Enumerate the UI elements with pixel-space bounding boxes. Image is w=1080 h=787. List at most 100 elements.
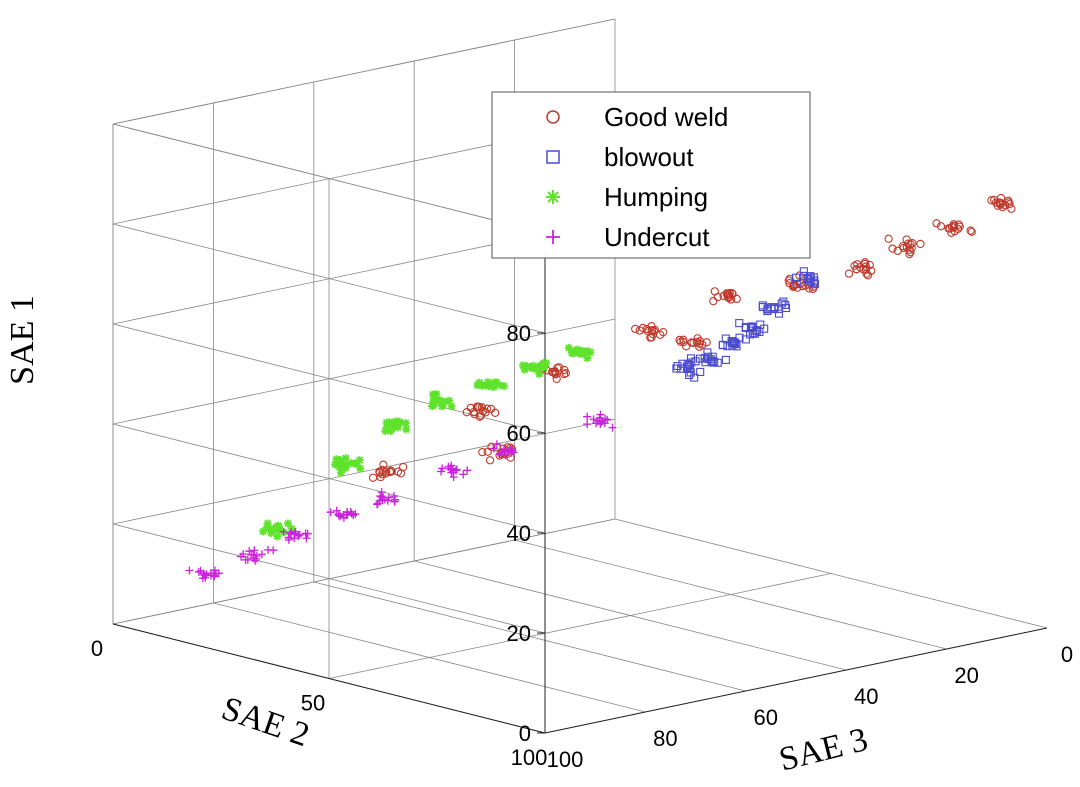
data-point-humping (438, 402, 447, 411)
data-point-good-weld (967, 227, 976, 237)
legend-item-blowout: blowout (546, 142, 694, 172)
data-point-humping (395, 417, 404, 426)
data-point-good-weld (682, 342, 691, 351)
y-tick-label: 20 (954, 663, 978, 688)
data-point-humping (338, 464, 347, 473)
data-point-undercut (608, 423, 617, 432)
axis-line-sae2 (112, 623, 546, 734)
data-point-good-weld (850, 261, 859, 270)
data-point-good-weld (648, 330, 658, 339)
z-tick-label: 80 (507, 321, 531, 346)
legend-item-good-weld: Good weld (546, 102, 728, 132)
data-point-undercut (241, 555, 250, 564)
data-point-blowout (703, 352, 713, 361)
data-point-blowout (701, 358, 710, 367)
data-point-humping (350, 459, 359, 468)
data-point-humping (270, 526, 279, 535)
data-point-humping (389, 418, 398, 427)
data-point-undercut (301, 529, 310, 538)
legend-label: blowout (604, 142, 694, 172)
data-point-good-weld (916, 239, 925, 249)
data-point-good-weld (475, 402, 484, 412)
data-point-good-weld (659, 328, 668, 337)
data-point-undercut (447, 468, 456, 477)
data-point-undercut (373, 499, 382, 508)
data-point-blowout (710, 357, 719, 366)
data-point-humping (335, 456, 344, 465)
data-point-undercut (252, 551, 261, 560)
data-point-undercut (380, 495, 389, 504)
back-wall-gridline (112, 418, 616, 525)
data-point-humping (283, 519, 292, 528)
y-tick-label: 60 (754, 705, 778, 730)
axis-line-sae3 (544, 627, 1048, 734)
data-point-undercut (390, 495, 399, 504)
data-point-humping (382, 423, 391, 432)
y-tick-label: 100 (547, 747, 584, 772)
data-point-good-weld (476, 411, 485, 420)
data-point-good-weld (475, 412, 484, 421)
data-point-humping (432, 390, 441, 399)
data-point-undercut (326, 508, 335, 517)
data-point-humping (564, 343, 573, 352)
legend-marker-plus (546, 230, 560, 244)
data-point-good-weld (987, 196, 996, 205)
legend-box (491, 91, 811, 259)
data-point-humping (273, 521, 282, 530)
data-point-humping (267, 529, 276, 538)
data-point-humping (529, 361, 538, 370)
data-point-blowout (741, 323, 751, 332)
data-point-good-weld (470, 410, 479, 419)
data-point-blowout (721, 355, 730, 364)
data-point-humping (532, 365, 541, 374)
data-point-blowout (755, 327, 764, 337)
data-point-good-weld (555, 363, 564, 372)
data-point-humping (431, 396, 440, 405)
data-point-undercut (334, 511, 343, 520)
data-point-undercut (449, 473, 458, 482)
data-point-humping (331, 460, 340, 469)
data-point-undercut (332, 506, 341, 515)
data-point-humping (519, 361, 528, 370)
data-point-blowout (708, 352, 717, 361)
data-point-undercut (501, 445, 510, 454)
data-point-blowout (763, 305, 772, 314)
data-point-good-weld (477, 403, 487, 412)
data-point-blowout (747, 322, 756, 331)
data-point-good-weld (478, 447, 487, 457)
legend-item-humping: Humping (546, 182, 708, 212)
data-point-good-weld (893, 246, 902, 255)
data-point-undercut (492, 440, 501, 449)
data-point-undercut (279, 527, 288, 536)
data-point-undercut (294, 531, 303, 540)
data-point-undercut (257, 550, 266, 559)
data-point-good-weld (483, 404, 492, 413)
data-point-good-weld (860, 258, 870, 267)
data-point-undercut (287, 528, 296, 537)
data-point-humping (336, 468, 345, 477)
legend: Good weld blowout Humping Undercut (491, 91, 811, 259)
data-point-good-weld (375, 468, 384, 477)
data-point-blowout (752, 326, 761, 335)
floor-gridline (112, 518, 616, 625)
data-point-good-weld (487, 442, 496, 451)
data-point-undercut (583, 420, 592, 429)
data-point-blowout (810, 280, 819, 289)
data-point-blowout (696, 367, 705, 376)
data-point-undercut (291, 527, 300, 536)
data-point-good-weld (953, 224, 963, 234)
data-point-good-weld (884, 234, 893, 243)
floor-gridline (313, 581, 746, 692)
data-point-undercut (389, 492, 398, 501)
data-point-good-weld (486, 404, 496, 414)
data-point-humping (259, 527, 268, 536)
data-point-good-weld (709, 297, 718, 306)
data-point-good-weld (675, 335, 684, 345)
data-point-good-weld (936, 222, 946, 231)
data-point-undercut (269, 546, 278, 555)
floor-gridline (328, 573, 832, 679)
data-point-undercut (489, 444, 498, 453)
data-point-good-weld (462, 408, 471, 417)
data-point-blowout (718, 341, 727, 350)
y-tick-label: 0 (1061, 642, 1073, 667)
